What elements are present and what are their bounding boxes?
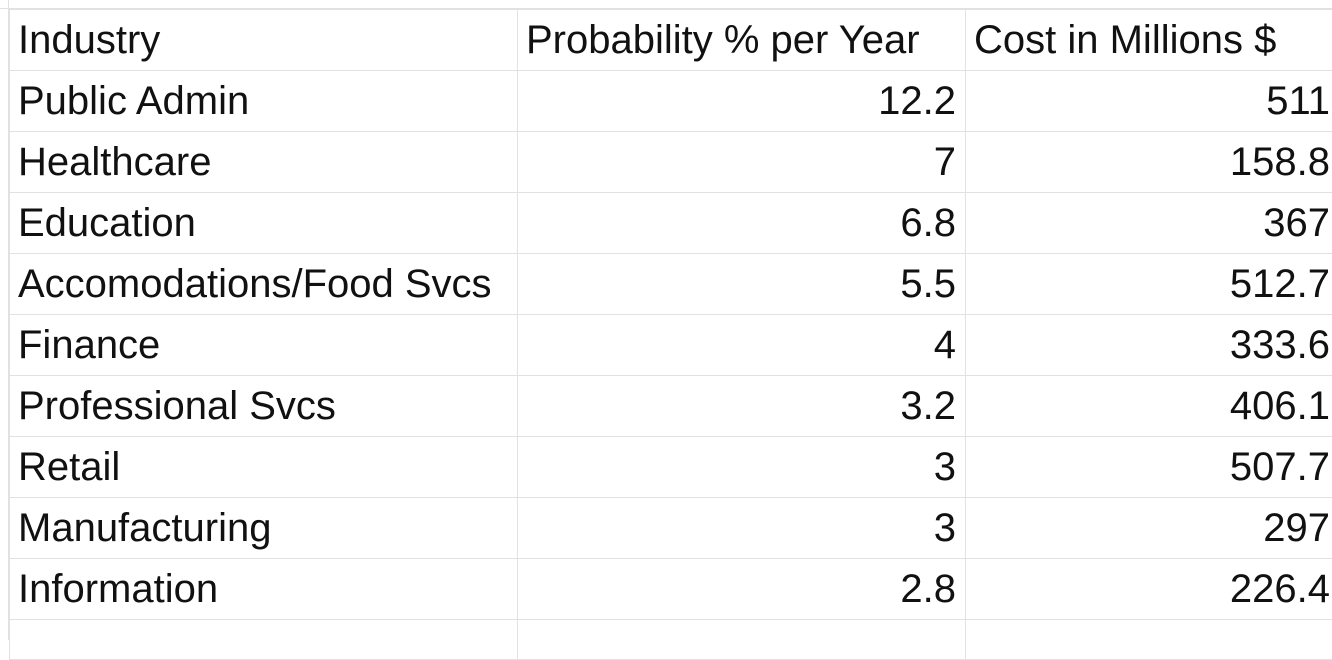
- cell-probability[interactable]: 4: [518, 315, 966, 376]
- cell-cost[interactable]: 406.1: [966, 376, 1332, 437]
- cell-industry[interactable]: Professional Svcs: [10, 376, 518, 437]
- table-row: Manufacturing 3 297: [10, 498, 1332, 559]
- cell-probability[interactable]: 5.5: [518, 254, 966, 315]
- cell-cost[interactable]: 297: [966, 498, 1332, 559]
- cell-cost[interactable]: 333.6: [966, 315, 1332, 376]
- header-cell-industry[interactable]: Industry: [10, 10, 518, 71]
- cell-industry[interactable]: Education: [10, 193, 518, 254]
- spreadsheet-sheet: Industry Probability % per Year Cost in …: [0, 0, 1332, 640]
- cell-industry[interactable]: Information: [10, 559, 518, 620]
- cell-industry[interactable]: Finance: [10, 315, 518, 376]
- cell-cost[interactable]: 367: [966, 193, 1332, 254]
- header-row: Industry Probability % per Year Cost in …: [10, 10, 1332, 71]
- cell-cost[interactable]: 507.7: [966, 437, 1332, 498]
- data-table: Industry Probability % per Year Cost in …: [9, 9, 1332, 660]
- cell-industry[interactable]: Manufacturing: [10, 498, 518, 559]
- table-row: Accomodations/Food Svcs 5.5 512.7: [10, 254, 1332, 315]
- cell-cost[interactable]: 511: [966, 71, 1332, 132]
- cell-probability[interactable]: 3: [518, 437, 966, 498]
- table-row: Public Admin 12.2 511: [10, 71, 1332, 132]
- cell-industry[interactable]: Healthcare: [10, 132, 518, 193]
- cell-probability[interactable]: 7: [518, 132, 966, 193]
- header-cell-cost[interactable]: Cost in Millions $: [966, 10, 1332, 71]
- cell-cost[interactable]: 512.7: [966, 254, 1332, 315]
- table-row: Retail 3 507.7: [10, 437, 1332, 498]
- sheet-top-gridline: [0, 0, 1332, 9]
- cell-industry[interactable]: Public Admin: [10, 71, 518, 132]
- cell-probability[interactable]: 6.8: [518, 193, 966, 254]
- sheet-left-gridline: [0, 0, 9, 640]
- cell-industry[interactable]: Accomodations/Food Svcs: [10, 254, 518, 315]
- table-row: Information 2.8 226.4: [10, 559, 1332, 620]
- table-row: Healthcare 7 158.8: [10, 132, 1332, 193]
- cell-cost[interactable]: 226.4: [966, 559, 1332, 620]
- cell-probability[interactable]: 2.8: [518, 559, 966, 620]
- cell-probability[interactable]: 12.2: [518, 71, 966, 132]
- table-row: Education 6.8 367: [10, 193, 1332, 254]
- cell-industry[interactable]: Retail: [10, 437, 518, 498]
- header-cell-probability[interactable]: Probability % per Year: [518, 10, 966, 71]
- cell-probability[interactable]: 3.2: [518, 376, 966, 437]
- cell-cost[interactable]: 158.8: [966, 132, 1332, 193]
- cell-probability[interactable]: 3: [518, 498, 966, 559]
- table-row: Professional Svcs 3.2 406.1: [10, 376, 1332, 437]
- table-row: Finance 4 333.6: [10, 315, 1332, 376]
